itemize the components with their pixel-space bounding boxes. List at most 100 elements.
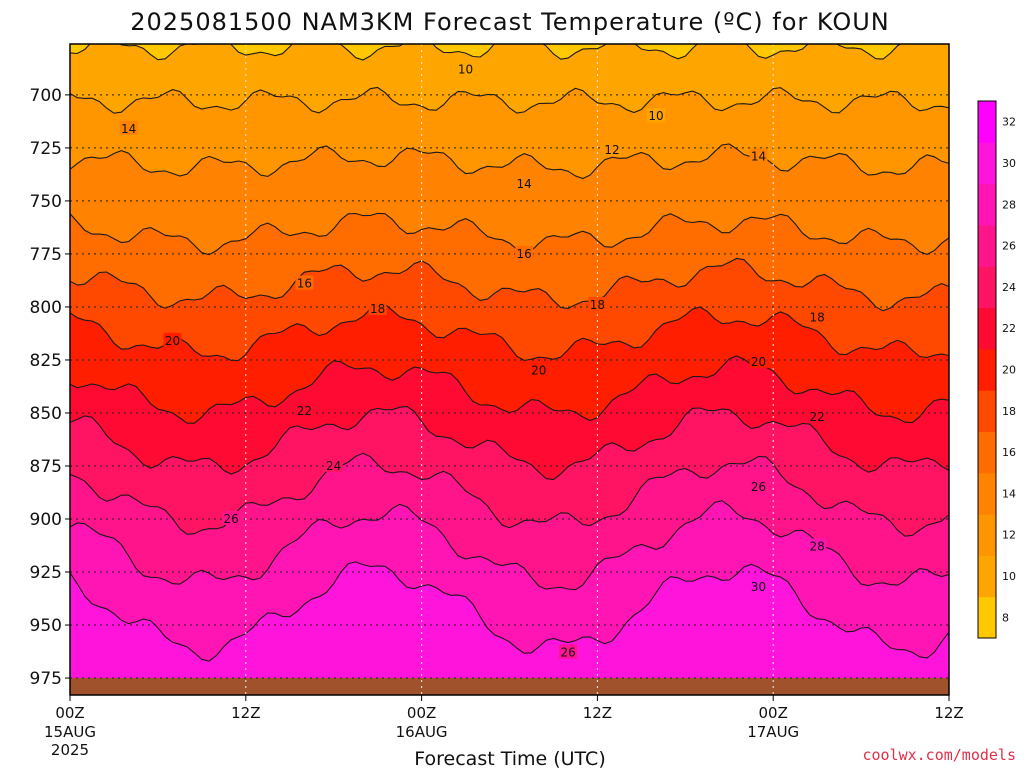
y-tick-label: 800 — [30, 298, 62, 318]
chart-title: 2025081500 NAM3KM Forecast Temperature (… — [130, 8, 889, 36]
contour-label-bg — [368, 301, 387, 316]
colorbar-swatch — [978, 472, 996, 515]
contour-label-bg — [588, 296, 607, 311]
contour-label: 18 — [370, 302, 385, 316]
contour-label-bg — [295, 275, 314, 290]
contour-label-bg — [603, 142, 622, 157]
contour-label-bg — [559, 644, 578, 659]
colorbar-swatch — [978, 183, 996, 226]
colorbar-label: 22 — [1002, 322, 1016, 335]
contour-lines — [70, 4, 949, 695]
x-tick-date: 17AUG — [747, 723, 799, 741]
colorbar-swatch — [978, 555, 996, 598]
credit-text[interactable]: coolwx.com/models — [862, 746, 1016, 764]
y-tick-label: 775 — [30, 245, 62, 265]
y-tick-label: 925 — [30, 563, 62, 583]
ground-surface — [70, 678, 949, 695]
temperature-band — [70, 561, 949, 695]
y-axis-pressure-ticks: 700 725 750 775 800 825 850 875 900 925 950 975 — [30, 86, 70, 689]
contour-label: 22 — [297, 404, 312, 418]
contour-label: 16 — [297, 277, 312, 291]
contour-label-bg — [749, 479, 768, 494]
colorbar-swatch — [978, 307, 996, 350]
x-tick-label: 12Z — [583, 704, 612, 722]
contour-label: 28 — [810, 540, 825, 554]
contour-label: 26 — [560, 646, 575, 660]
y-tick-label: 950 — [30, 616, 62, 636]
colorbar-label: 32 — [1002, 116, 1016, 129]
colorbar-label: 24 — [1002, 281, 1016, 294]
colorbar-label: 10 — [1002, 570, 1016, 583]
contour-label: 18 — [590, 298, 605, 312]
x-tick-label: 12Z — [934, 704, 963, 722]
contour-label-bg — [324, 457, 343, 472]
colorbar-swatch — [978, 596, 996, 639]
contour-label: 24 — [326, 459, 341, 473]
isotherm-line — [70, 212, 949, 256]
plot-area: 10 10 12 14 14 14 16 16 18 18 18 20 20 20 22 22 24 26 26 26… — [70, 4, 949, 695]
colorbar-frame — [977, 100, 997, 639]
contour-label-bg — [749, 354, 768, 369]
colorbar-swatch — [978, 142, 996, 185]
x-tick-date: 16AUG — [396, 723, 448, 741]
contour-label-bg — [808, 309, 827, 324]
y-tick-label: 975 — [30, 669, 62, 689]
colorbar-label: 26 — [1002, 240, 1016, 253]
contour-label: 26 — [751, 480, 766, 494]
color-legend: 8 10 12 14 16 18 20 22 24 26 28 30 32 — [977, 100, 1016, 639]
colorbar-swatch — [978, 101, 996, 143]
contour-label-bg — [515, 175, 534, 190]
colorbar-label: 28 — [1002, 198, 1016, 211]
isotherm-line — [70, 302, 949, 362]
contour-label-bg — [295, 402, 314, 417]
contour-label: 20 — [751, 355, 766, 369]
contour-label: 22 — [810, 410, 825, 424]
y-tick-label: 825 — [30, 351, 62, 371]
contour-label: 18 — [810, 311, 825, 325]
isotherm-line — [70, 257, 949, 312]
colorbar-swatch — [978, 224, 996, 267]
contour-label-bg — [808, 409, 827, 424]
contour-label-bg — [515, 245, 534, 260]
contour-label: 30 — [751, 580, 766, 594]
x-tick-label: 00Z — [407, 704, 436, 722]
contour-label: 26 — [224, 512, 239, 526]
isotherm-line — [70, 452, 949, 537]
colorbar-swatch — [978, 390, 996, 432]
colorbar-swatch — [978, 266, 996, 309]
contour-labels: 10 10 12 14 14 14 16 16 18 18 18 20 20 20 22 22 24 26 26 26… — [119, 61, 827, 660]
colorbar-swatch — [978, 348, 996, 391]
colorbar-swatch — [978, 514, 996, 556]
isotherm-line — [70, 86, 949, 114]
colorbar-label: 8 — [1002, 611, 1009, 624]
isotherm-line — [70, 561, 949, 662]
contour-label-bg — [456, 61, 475, 76]
y-tick-label: 850 — [30, 404, 62, 424]
isotherm-line — [70, 405, 949, 481]
contour-label-bg — [163, 332, 182, 347]
contour-label: 10 — [648, 109, 663, 123]
contour-label-bg — [222, 510, 241, 525]
colorbar-label: 30 — [1002, 157, 1016, 170]
x-axis-label: Forecast Time (UTC) — [414, 748, 605, 768]
contour-label-bg — [119, 120, 138, 135]
y-tick-label: 725 — [30, 139, 62, 159]
contour-label: 12 — [604, 143, 619, 157]
x-tick-label: 00Z — [759, 704, 788, 722]
plot-frame — [69, 43, 950, 696]
colorbar-label: 12 — [1002, 529, 1016, 542]
x-tick-label: 00Z — [55, 704, 84, 722]
temperature-bands — [70, 44, 949, 695]
contour-label-bg — [749, 578, 768, 593]
colorbar-label: 20 — [1002, 364, 1016, 377]
contour-label: 14 — [751, 149, 766, 163]
isotherm-line — [70, 4, 949, 7]
colorbar-label: 14 — [1002, 487, 1016, 500]
y-tick-label: 875 — [30, 457, 62, 477]
grid-lines — [70, 44, 949, 695]
colorbar-label: 16 — [1002, 446, 1016, 459]
contour-label-bg — [647, 108, 665, 123]
contour-label-bg — [749, 148, 768, 163]
isotherm-line — [70, 143, 949, 180]
